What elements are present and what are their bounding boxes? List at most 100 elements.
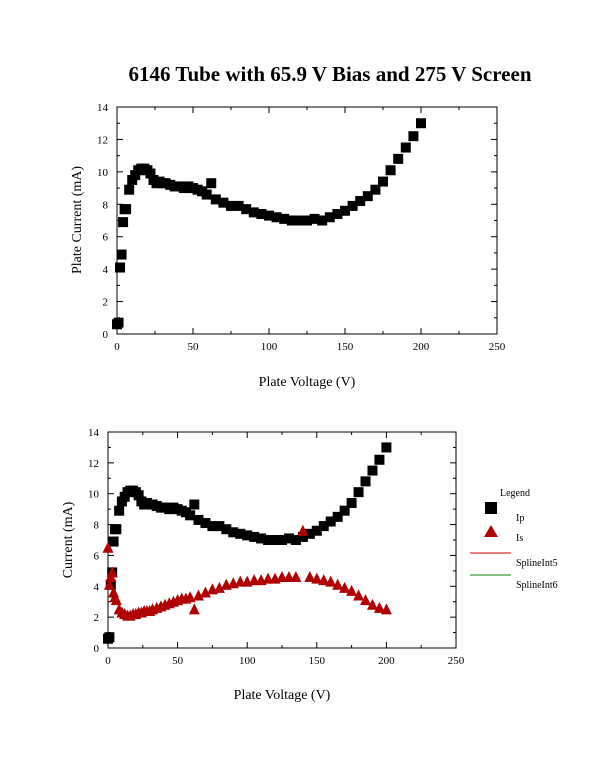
ip-point (385, 165, 396, 176)
ip-point (185, 510, 196, 521)
y-tick-labels: 0 2 4 6 8 10 12 14 (97, 102, 109, 341)
ip-point (218, 197, 229, 208)
is-point (262, 572, 274, 584)
legend-ip-label: Ip (516, 513, 524, 524)
ip-point (277, 535, 287, 545)
current-chart: 0 50 100 150 200 250 0 2 4 6 8 10 12 14 Plate Voltag… (61, 427, 465, 703)
x-tick-label: 0 (105, 655, 111, 667)
y-tick-label: 12 (97, 134, 108, 146)
ip-point (206, 178, 217, 189)
ip-point (279, 213, 290, 224)
ip-point (241, 204, 252, 215)
ip-point (207, 521, 218, 532)
ip-point (340, 205, 350, 216)
y-tick-label: 10 (88, 489, 100, 501)
x-tick-label: 150 (309, 655, 326, 667)
legend-is-label: Is (516, 533, 523, 544)
ip-point (114, 505, 125, 516)
ip-point (297, 531, 308, 542)
y-tick-label: 8 (103, 199, 109, 211)
ip-point (302, 215, 312, 226)
ip-point (346, 497, 357, 508)
ip-point (193, 514, 204, 525)
legend: Legend Ip Is SplineInt5 SplineInt6 (470, 488, 558, 591)
ip-point (214, 521, 225, 532)
is-point (304, 571, 316, 583)
is-point (199, 586, 211, 598)
ip-point (108, 536, 119, 547)
ip-point (189, 499, 200, 510)
ip-point (111, 524, 122, 535)
y-tick-label: 6 (103, 232, 109, 244)
y-tick-label: 14 (97, 102, 109, 114)
y-tick-label: 2 (103, 297, 109, 309)
ip-point (201, 189, 212, 200)
is-point (373, 601, 385, 613)
ip-point (294, 215, 305, 226)
y-tick-label: 8 (94, 520, 100, 532)
is-point (297, 524, 309, 536)
x-tick-label: 0 (114, 341, 120, 353)
y-tick-label: 4 (94, 581, 100, 593)
ip-point (270, 535, 281, 545)
ip-point (118, 217, 129, 228)
ip-point (283, 533, 294, 544)
ip-point (235, 528, 246, 539)
is-point (213, 581, 225, 593)
is-point (311, 572, 323, 584)
is-point (360, 594, 372, 606)
ip-point (226, 200, 236, 211)
ip-point (370, 184, 381, 195)
ip-point (355, 196, 366, 207)
is-point (318, 574, 330, 586)
is-point (366, 598, 378, 610)
ip-point (353, 487, 364, 498)
ip-point (347, 200, 358, 211)
y-tick-label: 0 (103, 329, 109, 341)
x-tick-label: 50 (188, 341, 200, 353)
ip-point (249, 531, 260, 542)
x-tick-label: 150 (337, 341, 354, 353)
ip-point (325, 516, 336, 527)
ip-point (116, 249, 127, 260)
ip-point (332, 209, 343, 220)
ip-point (145, 168, 156, 179)
y-tick-labels: 0 2 4 6 8 10 12 14 (88, 427, 100, 655)
x-tick-label: 250 (489, 341, 506, 353)
legend-ip-marker (485, 502, 497, 514)
x-tick-label: 50 (172, 655, 184, 667)
ip-point (290, 535, 301, 545)
y-tick-label: 6 (94, 550, 100, 562)
is-point (106, 566, 118, 578)
ip-point (374, 454, 385, 465)
is-point (325, 575, 337, 587)
y-tick-label: 4 (103, 264, 109, 276)
y-tick-label: 14 (88, 427, 100, 439)
ip-point (263, 535, 274, 545)
y-axis-label: Current (mA) (61, 501, 76, 578)
is-point (339, 581, 351, 593)
ip-point (381, 442, 392, 453)
is-point (248, 574, 260, 586)
ip-point (113, 317, 124, 328)
ip-point (271, 212, 282, 223)
ip-point (200, 518, 211, 529)
ip-point (104, 632, 115, 643)
legend-title: Legend (500, 488, 530, 499)
ip-point (115, 262, 126, 273)
ip-point (210, 194, 221, 205)
ip-point (362, 191, 373, 202)
is-point (192, 589, 204, 601)
legend-is-marker (484, 525, 498, 537)
ip-point (264, 210, 274, 221)
ip-point (378, 176, 388, 187)
is-point (188, 603, 200, 615)
ip-point (318, 521, 329, 532)
y-tick-label: 0 (94, 643, 100, 655)
is-point (102, 541, 114, 553)
ip-point (228, 527, 239, 538)
is-point (103, 578, 115, 590)
ip-point (242, 530, 253, 541)
is-point (283, 571, 295, 583)
ip-point (416, 118, 426, 129)
